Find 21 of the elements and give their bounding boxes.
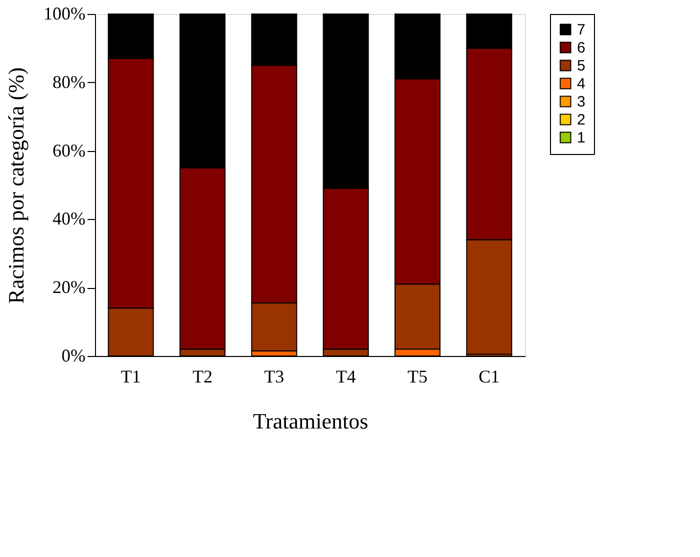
x-tick-label: T4 [336, 366, 356, 386]
y-tick-label: 0% [62, 346, 86, 366]
x-tick-label: C1 [478, 366, 500, 386]
x-tick-label: T2 [192, 366, 212, 386]
legend-label: 3 [577, 94, 586, 110]
y-axis-title: Racimos por categoría (%) [4, 67, 29, 304]
legend-label: 6 [577, 40, 586, 56]
legend-label: 7 [577, 22, 586, 38]
legend-label: 2 [577, 112, 586, 128]
y-tick-label: 100% [44, 4, 86, 24]
legend-label: 1 [577, 130, 586, 146]
legend-label: 4 [577, 76, 586, 92]
y-tick-label: 60% [52, 140, 86, 160]
legend-label: 5 [577, 58, 586, 74]
x-axis-title: Tratamientos [252, 408, 368, 434]
y-tick-label: 40% [52, 208, 86, 229]
x-tick-label: T3 [264, 366, 284, 386]
y-tick-label: 20% [52, 277, 86, 298]
y-tick-label: 80% [52, 72, 86, 92]
x-tick-label: T5 [408, 366, 428, 386]
x-tick-label: T1 [120, 366, 141, 386]
